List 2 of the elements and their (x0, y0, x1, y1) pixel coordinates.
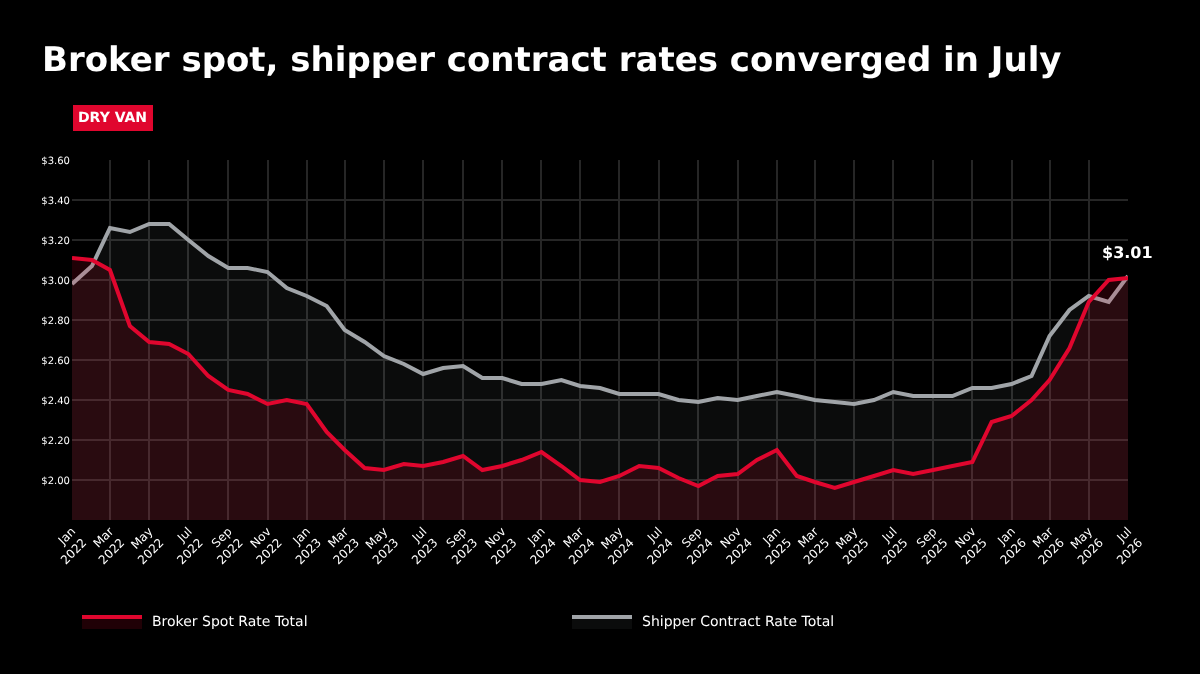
chart-title: Broker spot, shipper contract rates converged in July (42, 40, 1062, 81)
annotation: $3.01 (1102, 244, 1154, 262)
